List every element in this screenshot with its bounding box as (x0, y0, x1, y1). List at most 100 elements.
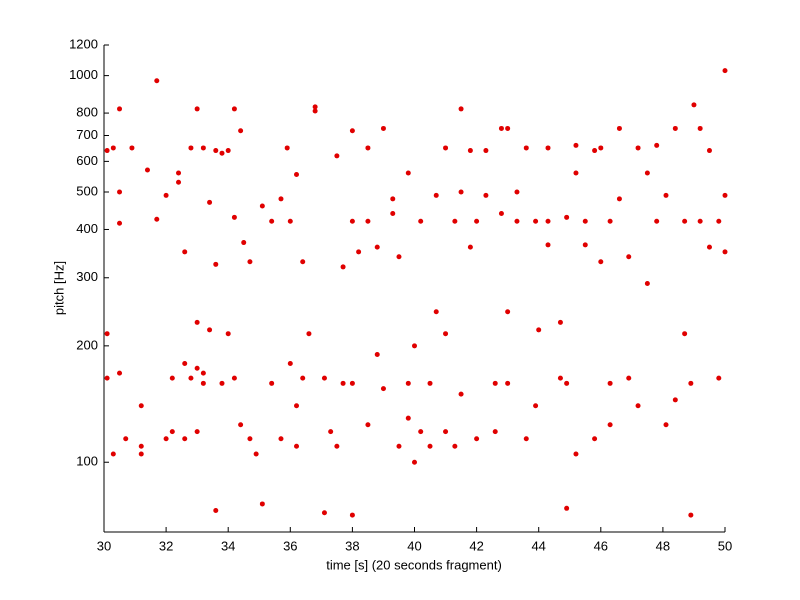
point (545, 145, 551, 151)
point (349, 218, 355, 224)
point (405, 170, 411, 176)
point (219, 150, 225, 156)
y-tick-label: 1000 (69, 67, 98, 82)
point (405, 380, 411, 386)
point (452, 443, 458, 449)
point (533, 403, 539, 409)
x-tick-label: 46 (594, 538, 608, 553)
y-tick-label: 600 (76, 153, 98, 168)
point (458, 189, 464, 195)
point (443, 145, 449, 151)
point (706, 244, 712, 250)
point (238, 128, 244, 134)
point (154, 216, 160, 222)
point (483, 148, 489, 154)
point (231, 375, 237, 381)
x-tick-label: 50 (718, 538, 732, 553)
point (349, 380, 355, 386)
point (321, 375, 327, 381)
point (483, 192, 489, 198)
point (573, 142, 579, 148)
point (104, 331, 110, 337)
point (365, 422, 371, 428)
point (523, 145, 529, 151)
point (278, 436, 284, 442)
point (259, 203, 265, 209)
point (396, 443, 402, 449)
x-tick-label: 48 (656, 538, 670, 553)
point (294, 403, 300, 409)
point (321, 510, 327, 516)
point (154, 78, 160, 84)
point (169, 375, 175, 381)
point (219, 380, 225, 386)
point (663, 422, 669, 428)
point (672, 397, 678, 403)
point (312, 108, 318, 114)
y-tick-label: 700 (76, 127, 98, 142)
point (213, 508, 219, 514)
y-tick-label: 100 (76, 454, 98, 469)
point (253, 451, 259, 457)
point (207, 199, 213, 205)
point (349, 512, 355, 518)
point (123, 436, 129, 442)
point (697, 125, 703, 131)
point (213, 148, 219, 154)
point (390, 210, 396, 216)
point (117, 106, 123, 112)
point (443, 331, 449, 337)
point (616, 125, 622, 131)
point (498, 125, 504, 131)
point (129, 145, 135, 151)
point (380, 386, 386, 392)
point (467, 148, 473, 154)
point (564, 505, 570, 511)
point (306, 331, 312, 337)
point (654, 218, 660, 224)
point (200, 145, 206, 151)
y-tick-label: 800 (76, 105, 98, 120)
point (433, 309, 439, 315)
point (231, 214, 237, 220)
point (626, 375, 632, 381)
point (225, 148, 231, 154)
point (433, 192, 439, 198)
point (598, 145, 604, 151)
point (418, 218, 424, 224)
point (176, 179, 182, 185)
point (138, 403, 144, 409)
point (334, 153, 340, 159)
point (328, 429, 334, 435)
point (194, 319, 200, 325)
point (349, 128, 355, 134)
point (716, 218, 722, 224)
point (533, 218, 539, 224)
point (340, 380, 346, 386)
point (259, 501, 265, 507)
point (635, 403, 641, 409)
point (380, 125, 386, 131)
point (194, 365, 200, 371)
point (200, 370, 206, 376)
x-tick-label: 30 (97, 538, 111, 553)
point (598, 259, 604, 265)
point (564, 214, 570, 220)
point (418, 429, 424, 435)
point (117, 370, 123, 376)
point (241, 240, 247, 246)
point (492, 429, 498, 435)
point (467, 244, 473, 250)
x-tick-label: 32 (159, 538, 173, 553)
y-axis-label: pitch [Hz] (51, 261, 66, 315)
point (138, 451, 144, 457)
point (405, 415, 411, 421)
point (443, 429, 449, 435)
point (697, 218, 703, 224)
point (573, 170, 579, 176)
y-tick-label: 400 (76, 221, 98, 236)
point (452, 218, 458, 224)
point (365, 145, 371, 151)
point (427, 443, 433, 449)
point (557, 319, 563, 325)
